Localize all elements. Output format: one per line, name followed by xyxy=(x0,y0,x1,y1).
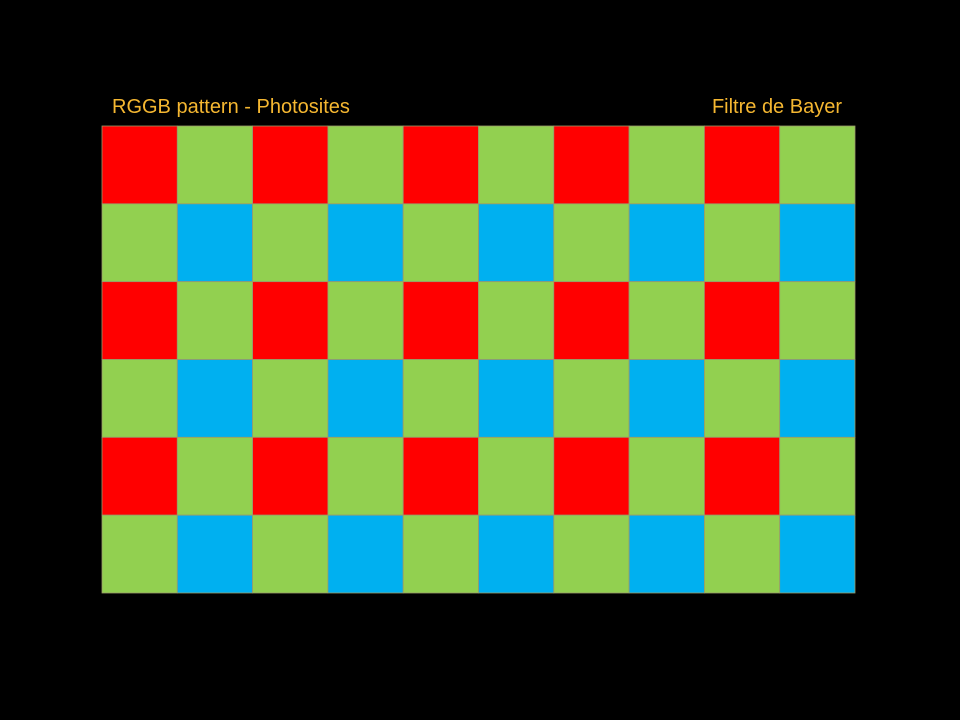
red-cell xyxy=(402,281,479,360)
green-cell xyxy=(327,125,404,205)
green-cell xyxy=(176,125,254,205)
red-cell xyxy=(704,436,781,516)
blue-cell xyxy=(176,359,254,438)
blue-cell xyxy=(628,359,705,438)
green-cell xyxy=(176,436,254,516)
red-cell xyxy=(553,125,630,205)
green-cell xyxy=(252,514,329,594)
green-cell xyxy=(101,359,178,438)
green-cell xyxy=(779,436,856,516)
green-cell xyxy=(478,436,555,516)
green-cell xyxy=(176,281,254,360)
red-cell xyxy=(101,281,178,360)
green-cell xyxy=(327,436,404,516)
red-cell xyxy=(252,125,329,205)
blue-cell xyxy=(176,514,254,594)
red-cell xyxy=(704,125,781,205)
blue-cell xyxy=(478,203,555,283)
blue-cell xyxy=(779,359,856,438)
blue-cell xyxy=(327,514,404,594)
green-cell xyxy=(402,514,479,594)
green-cell xyxy=(704,203,781,283)
green-cell xyxy=(478,281,555,360)
blue-cell xyxy=(478,359,555,438)
red-cell xyxy=(704,281,781,360)
green-cell xyxy=(252,203,329,283)
red-cell xyxy=(101,436,178,516)
blue-cell xyxy=(628,514,705,594)
green-cell xyxy=(101,203,178,283)
green-cell xyxy=(402,203,479,283)
green-cell xyxy=(553,203,630,283)
green-cell xyxy=(628,436,705,516)
left-label: RGGB pattern - Photosites xyxy=(112,96,350,118)
right-label: Filtre de Bayer xyxy=(712,96,842,118)
red-cell xyxy=(402,125,479,205)
green-cell xyxy=(402,359,479,438)
green-cell xyxy=(252,359,329,438)
green-cell xyxy=(553,514,630,594)
red-cell xyxy=(252,436,329,516)
blue-cell xyxy=(779,514,856,594)
photosite-grid xyxy=(101,125,856,594)
green-cell xyxy=(101,514,178,594)
red-cell xyxy=(553,436,630,516)
green-cell xyxy=(628,125,705,205)
green-cell xyxy=(704,359,781,438)
blue-cell xyxy=(327,203,404,283)
green-cell xyxy=(779,125,856,205)
green-cell xyxy=(327,281,404,360)
blue-cell xyxy=(478,514,555,594)
blue-cell xyxy=(327,359,404,438)
green-cell xyxy=(704,514,781,594)
red-cell xyxy=(553,281,630,360)
blue-cell xyxy=(628,203,705,283)
red-cell xyxy=(101,125,178,205)
green-cell xyxy=(553,359,630,438)
red-cell xyxy=(252,281,329,360)
blue-cell xyxy=(779,203,856,283)
green-cell xyxy=(628,281,705,360)
blue-cell xyxy=(176,203,254,283)
red-cell xyxy=(402,436,479,516)
green-cell xyxy=(779,281,856,360)
green-cell xyxy=(478,125,555,205)
